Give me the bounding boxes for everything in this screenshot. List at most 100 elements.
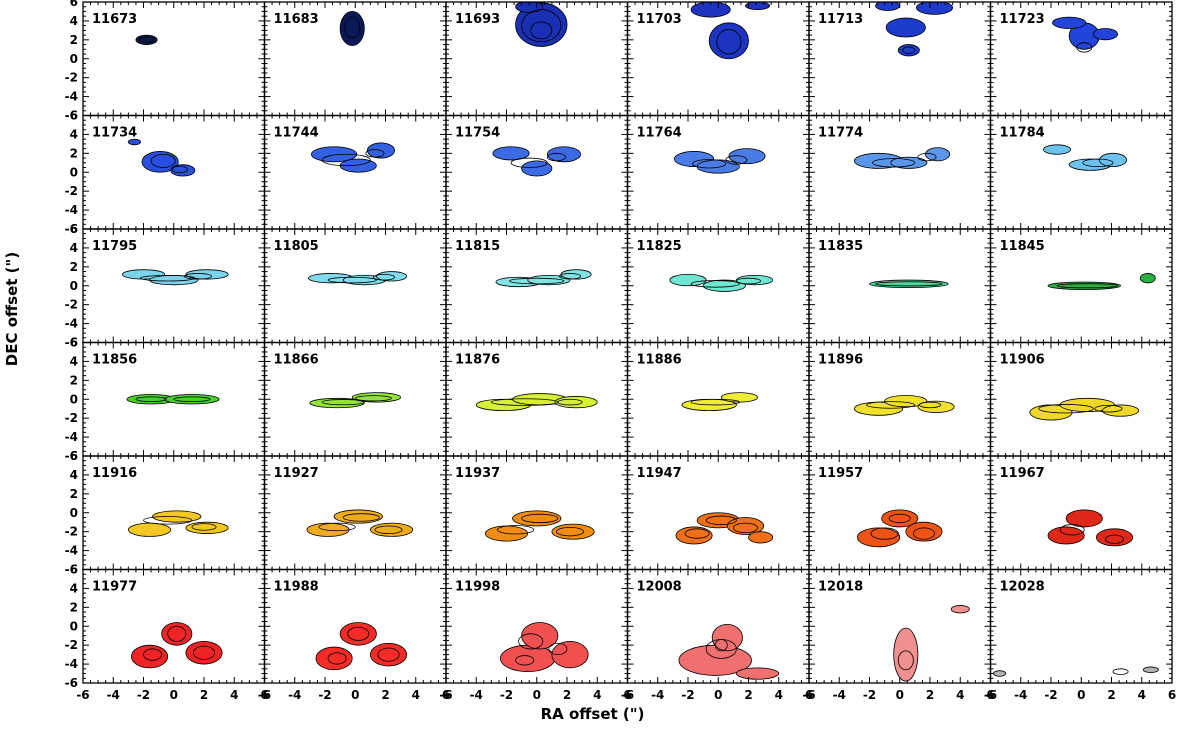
- y-tick-label: 0: [70, 619, 78, 633]
- y-tick-label: 2: [70, 487, 78, 501]
- panel-emission: [484, 510, 595, 542]
- panel-11866: 11866: [263, 341, 447, 457]
- y-tick-label: -6: [65, 336, 78, 350]
- emission-blob: [164, 394, 220, 405]
- emission-blob: [893, 627, 919, 682]
- contour-line: [556, 527, 585, 537]
- emission-blob: [1065, 509, 1103, 528]
- x-tick-label: 4: [775, 688, 783, 702]
- contour-line: [377, 647, 400, 662]
- velocity-label: 11957: [818, 466, 863, 481]
- emission-blob: [702, 279, 746, 292]
- y-tick-label: 2: [70, 260, 78, 274]
- panel-11998: 11998 -6 -4 -2 0 2 4 6: [439, 568, 632, 702]
- emission-blob: [720, 392, 758, 403]
- velocity-label: 11845: [1000, 239, 1045, 254]
- velocity-label: 11754: [455, 126, 500, 141]
- x-tick-label: -2: [1044, 688, 1057, 702]
- y-tick-label: -4: [65, 203, 78, 217]
- x-tick-label: 6: [1168, 688, 1176, 702]
- panel-emission: [673, 148, 766, 174]
- x-tick-label: -4: [288, 688, 301, 702]
- emission-blob: [726, 517, 765, 535]
- contour-line: [518, 633, 544, 650]
- panel-emission: [869, 279, 949, 289]
- panel-emission: [1043, 144, 1128, 171]
- y-tick-label: -6: [65, 676, 78, 690]
- y-tick-label: 4: [70, 127, 78, 141]
- contour-line: [888, 513, 911, 524]
- panel-emission: [309, 392, 402, 409]
- contour-line: [1082, 158, 1114, 167]
- emission-blob: [905, 521, 943, 542]
- contour-line: [193, 645, 215, 660]
- x-tick-label: 6: [805, 688, 813, 702]
- velocity-label: 11723: [1000, 12, 1045, 27]
- contour-line: [690, 398, 740, 406]
- x-tick-label: 2: [563, 688, 571, 702]
- velocity-label: 11967: [1000, 466, 1045, 481]
- contour-line: [143, 648, 163, 661]
- x-tick-label: 4: [956, 688, 964, 702]
- y-tick-label: 4: [70, 468, 78, 482]
- panel-11673: 11673 -6 -4 -2 0 2 4 6: [65, 0, 266, 123]
- y-tick-label: -2: [65, 638, 78, 652]
- contour-line: [1059, 524, 1085, 536]
- x-tick-label: -6: [258, 688, 271, 702]
- contour-line: [559, 273, 582, 280]
- panel-11744: 11744: [263, 114, 447, 230]
- panel-emission: [690, 2, 771, 60]
- contour-line: [515, 655, 535, 666]
- y-tick-label: 2: [70, 146, 78, 160]
- contour-line: [344, 16, 361, 39]
- y-tick-label: -4: [65, 544, 78, 558]
- panel-emission: [121, 269, 229, 286]
- x-tick-label: 6: [442, 688, 450, 702]
- contour-line: [902, 46, 916, 54]
- contour-line: [736, 277, 762, 285]
- emission-blob: [696, 159, 740, 174]
- contour-line: [870, 527, 899, 540]
- panel-emission: [1047, 509, 1134, 547]
- emission-blob: [925, 147, 951, 162]
- emission-blob: [170, 164, 196, 177]
- x-tick-label: 4: [593, 688, 601, 702]
- emission-blob: [492, 146, 530, 161]
- emission-blob: [339, 11, 365, 46]
- panel-11754: 11754: [445, 114, 629, 230]
- contour-line: [347, 626, 370, 641]
- velocity-label: 11795: [92, 239, 137, 254]
- emission-blob: [521, 622, 559, 650]
- velocity-label: 11764: [637, 126, 682, 141]
- emission-blob: [915, 2, 954, 15]
- emission-blob: [121, 269, 166, 280]
- y-tick-label: -6: [65, 109, 78, 123]
- emission-blob: [521, 160, 553, 177]
- contour-line: [725, 155, 748, 165]
- x-tick-label: 0: [351, 688, 359, 702]
- y-tick-label: 0: [70, 506, 78, 520]
- panel-emission: [993, 666, 1159, 677]
- velocity-label: 11998: [455, 580, 500, 595]
- velocity-label: 11673: [92, 12, 137, 27]
- x-tick-label: -4: [470, 688, 483, 702]
- x-tick-label: 2: [744, 688, 752, 702]
- panel-emission: [475, 393, 598, 412]
- panel-11683: 11683: [263, 1, 447, 117]
- panel-emission: [306, 509, 414, 537]
- contour-line: [530, 21, 553, 40]
- contour-line: [510, 157, 548, 168]
- panel-11927: 11927: [263, 455, 447, 571]
- velocity-label: 11937: [455, 466, 500, 481]
- x-tick-label: -6: [621, 688, 634, 702]
- velocity-label: 11774: [818, 126, 863, 141]
- x-tick-label: 2: [926, 688, 934, 702]
- panel-11693: 11693: [445, 1, 629, 117]
- panel-emission: [515, 2, 568, 47]
- contour-line: [173, 396, 211, 403]
- x-tick-label: 6: [260, 688, 268, 702]
- y-tick-label: -4: [65, 90, 78, 104]
- emission-blob: [881, 509, 919, 528]
- contour-line: [546, 152, 566, 162]
